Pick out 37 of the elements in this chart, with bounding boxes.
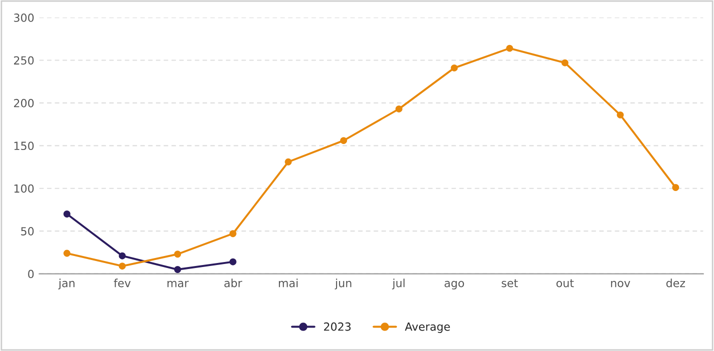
point	[284, 158, 292, 166]
y-tick-label: 250	[14, 56, 34, 65]
x-tick-label: jan	[58, 278, 74, 290]
point	[174, 266, 182, 273]
y-tick-label: 100	[14, 184, 34, 193]
y-tick-label: 0	[28, 270, 34, 278]
y-tick-label: 200	[14, 98, 34, 108]
point	[229, 230, 236, 238]
point	[118, 262, 126, 270]
x-tick-label: jul	[392, 278, 405, 290]
y-tick-label: 300	[14, 14, 34, 22]
x-tick-label: abr	[224, 278, 242, 288]
x-tick-label: jun	[334, 278, 352, 290]
x-tick-label: mai	[278, 278, 298, 288]
x-tick-label: dez	[666, 278, 686, 288]
point	[340, 137, 348, 144]
point	[174, 250, 182, 258]
point	[63, 250, 70, 257]
x-tick-label: mar	[168, 280, 189, 288]
point	[395, 105, 402, 112]
x-tick-label: set	[502, 279, 518, 288]
x-tick-label: fev	[114, 278, 131, 288]
point	[506, 44, 514, 52]
legend-label: Average	[404, 322, 450, 333]
point	[63, 210, 70, 218]
x-tick-label: out	[556, 279, 574, 288]
y-tick-label: 150	[14, 142, 34, 150]
x-tick-label: nov	[611, 280, 630, 288]
point	[450, 64, 458, 72]
point	[229, 258, 236, 266]
legend-label: 2023	[324, 322, 351, 331]
x-tick-label: ago	[444, 280, 464, 290]
point	[118, 252, 126, 260]
point	[616, 111, 624, 118]
y-tick-label: 50	[21, 227, 34, 236]
point	[561, 59, 568, 66]
point	[672, 184, 680, 191]
